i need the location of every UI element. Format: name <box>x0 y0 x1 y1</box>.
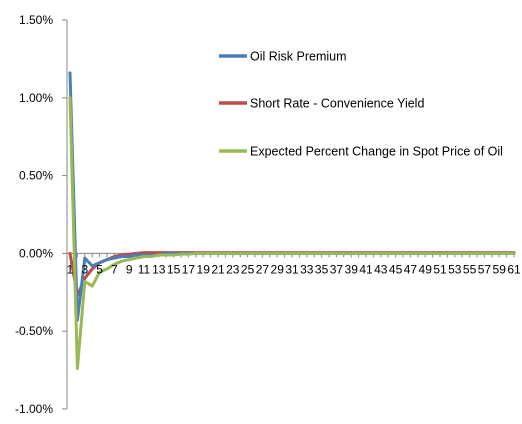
x-tick-label: 35 <box>315 262 329 276</box>
x-tick-label: 31 <box>285 262 299 276</box>
x-tick-label: 61 <box>507 262 521 276</box>
x-tick-label: 9 <box>126 262 133 276</box>
x-tick-label: 37 <box>330 262 344 276</box>
y-tick-label: 1.00% <box>19 91 53 105</box>
x-tick-label: 17 <box>182 262 196 276</box>
x-tick-label: 19 <box>197 262 211 276</box>
x-tick-label: 49 <box>419 262 433 276</box>
x-tick-label: 41 <box>359 262 373 276</box>
y-tick-label: 0.00% <box>19 246 53 260</box>
x-tick-label: 51 <box>433 262 447 276</box>
legend-label: Expected Percent Change in Spot Price of… <box>250 145 503 159</box>
x-tick-label: 29 <box>271 262 285 276</box>
x-tick-label: 21 <box>211 262 225 276</box>
x-tick-label: 47 <box>404 262 418 276</box>
x-tick-labels: 1 3 5 7 9 11 13 15 17 19 21 23 25 27 29 31 33 35 37 39 41 43 4… <box>67 262 521 276</box>
x-tick-label: 55 <box>463 262 477 276</box>
x-tick-label: 3 <box>81 262 88 276</box>
y-tick-label: -0.50% <box>15 324 53 338</box>
series-layer <box>68 71 516 371</box>
series-line-2 <box>68 96 516 371</box>
x-tick-label: 23 <box>226 262 240 276</box>
x-tick-label: 15 <box>167 262 181 276</box>
x-tick-label: 5 <box>96 262 103 276</box>
x-tick-label: 27 <box>256 262 270 276</box>
x-tick-label: 53 <box>448 262 462 276</box>
x-tick-label: 45 <box>389 262 403 276</box>
x-tick-label: 39 <box>345 262 359 276</box>
x-tick-label: 33 <box>300 262 314 276</box>
x-tick-label: 13 <box>152 262 166 276</box>
x-tick-label: 11 <box>138 262 151 276</box>
axes <box>62 19 516 410</box>
legend-label: Short Rate - Convenience Yield <box>250 97 424 111</box>
x-tick-label: 57 <box>478 262 492 276</box>
x-tick-label: 7 <box>111 262 118 276</box>
x-tick-label: 1 <box>67 262 74 276</box>
y-tick-label: 1.50% <box>19 13 53 27</box>
x-tick-label: 25 <box>241 262 255 276</box>
x-tick-label: 43 <box>374 262 388 276</box>
y-tick-label: 0.50% <box>19 169 53 183</box>
x-tick-label: 59 <box>493 262 507 276</box>
legend-label: Oil Risk Premium <box>250 50 347 64</box>
legend: Oil Risk Premium Short Rate - Convenience… <box>219 50 503 159</box>
y-tick-label: -1.00% <box>15 402 53 416</box>
y-tick-labels: 1.50% 1.00% 0.50% 0.00% -0.50% -1.00% <box>15 13 53 416</box>
